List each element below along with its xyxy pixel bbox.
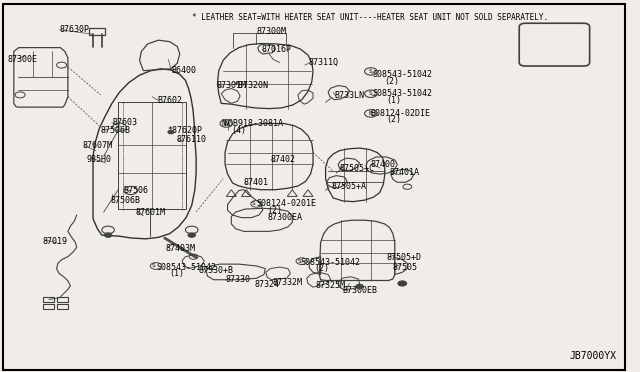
Text: 87300E: 87300E [8, 55, 38, 64]
Text: * LEATHER SEAT=WITH HEATER SEAT UNIT----HEATER SEAT UNIT NOT SOLD SEPARATELY.: * LEATHER SEAT=WITH HEATER SEAT UNIT----… [192, 13, 548, 22]
Text: S: S [369, 91, 372, 96]
Text: 87506B: 87506B [110, 196, 140, 205]
Text: 87402: 87402 [270, 155, 295, 164]
Text: S08543-51042: S08543-51042 [300, 258, 360, 267]
Polygon shape [303, 190, 313, 196]
Polygon shape [227, 190, 236, 196]
Text: 87300M: 87300M [257, 27, 287, 36]
Bar [43, 304, 54, 309]
Text: 87403M: 87403M [166, 244, 196, 253]
Text: S08543-51042: S08543-51042 [372, 70, 432, 79]
Text: (2): (2) [387, 115, 401, 124]
Text: S: S [369, 69, 372, 74]
Bar [529, 32, 546, 43]
Circle shape [356, 284, 364, 289]
Polygon shape [287, 190, 298, 196]
Text: 87401A: 87401A [390, 169, 420, 177]
Text: (1): (1) [170, 269, 185, 278]
Text: (2): (2) [267, 206, 282, 215]
Text: (2): (2) [314, 264, 330, 273]
Bar [89, 28, 105, 35]
Bar [557, 37, 571, 46]
Circle shape [398, 281, 406, 286]
Text: B: B [369, 111, 372, 116]
Text: 87505+C: 87505+C [339, 164, 374, 173]
Text: B733LN: B733LN [335, 92, 364, 100]
Text: 876110: 876110 [176, 135, 206, 144]
Text: S08543-51042: S08543-51042 [372, 89, 432, 98]
Text: *87620P: *87620P [167, 126, 202, 135]
Bar [529, 50, 546, 58]
Text: B7300EB: B7300EB [342, 286, 378, 295]
Text: 87301M: 87301M [217, 81, 247, 90]
Polygon shape [241, 190, 252, 196]
Bar [56, 304, 68, 309]
Text: 87019: 87019 [43, 237, 68, 246]
Text: 87506B: 87506B [100, 126, 131, 135]
Circle shape [188, 233, 195, 237]
Text: S: S [298, 259, 301, 264]
Text: S: S [152, 263, 156, 269]
Text: B7603: B7603 [112, 118, 137, 127]
Text: 87400: 87400 [371, 160, 396, 169]
Text: JB7000YX: JB7000YX [569, 351, 616, 361]
Text: (2): (2) [385, 77, 400, 86]
Text: 87330: 87330 [225, 275, 250, 284]
Text: B6400: B6400 [171, 66, 196, 75]
Bar [118, 102, 186, 209]
Text: 87401: 87401 [244, 178, 269, 187]
Text: 87016P: 87016P [262, 45, 291, 54]
Text: 87630P: 87630P [60, 25, 90, 34]
Text: B7602: B7602 [157, 96, 182, 105]
Text: 87325M: 87325M [316, 281, 346, 290]
Text: 985H0: 985H0 [87, 155, 112, 164]
Text: 87330+B: 87330+B [198, 266, 233, 275]
Circle shape [104, 233, 112, 237]
Text: B7506: B7506 [124, 186, 148, 195]
Text: (1): (1) [387, 96, 401, 105]
Text: 87505+D: 87505+D [387, 253, 422, 262]
Text: S08124-0201E: S08124-0201E [257, 199, 316, 208]
FancyBboxPatch shape [519, 23, 589, 66]
Text: 87505+A: 87505+A [332, 182, 367, 191]
Text: 87505: 87505 [393, 263, 418, 272]
Text: *87320N: *87320N [234, 81, 269, 90]
Text: (4): (4) [231, 126, 246, 135]
Text: 87311Q: 87311Q [308, 58, 338, 67]
Text: 87601M: 87601M [135, 208, 165, 217]
Text: S08543-51042: S08543-51042 [156, 263, 216, 272]
Text: 87300EA: 87300EA [267, 213, 302, 222]
Text: N0B918-3081A: N0B918-3081A [223, 119, 283, 128]
Text: 87324: 87324 [255, 280, 280, 289]
Text: 87332M: 87332M [272, 278, 302, 287]
Text: 87607M: 87607M [83, 141, 113, 150]
Circle shape [168, 130, 174, 134]
Text: S: S [252, 201, 256, 206]
Text: N: N [221, 119, 226, 128]
Bar [43, 297, 54, 302]
Text: B08124-02DIE: B08124-02DIE [371, 109, 431, 118]
Bar [56, 297, 68, 302]
